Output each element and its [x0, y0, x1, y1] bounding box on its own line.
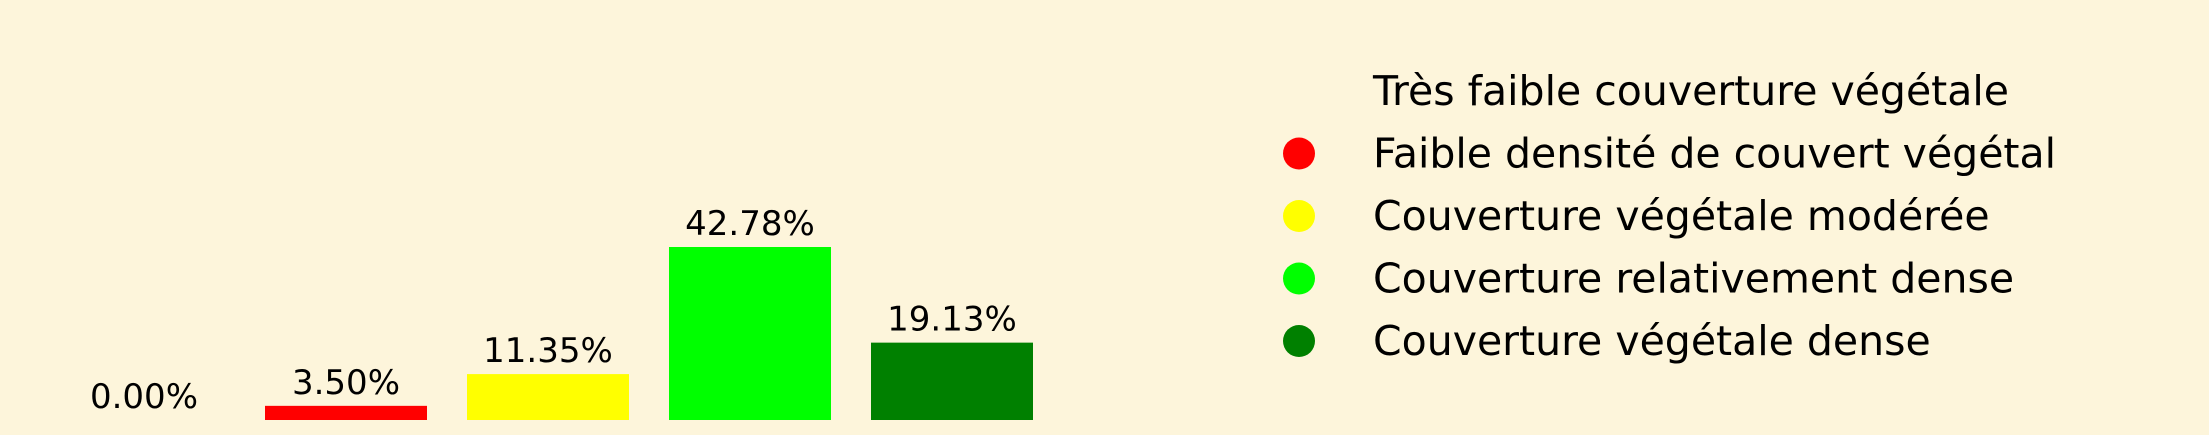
legend-marker-5: [1283, 325, 1315, 357]
legend-label-2: Faible densité de couvert végétal: [1373, 130, 2056, 178]
bars-group: [265, 247, 1033, 420]
legend-marker-3: [1283, 200, 1315, 232]
legend-marker-2: [1283, 137, 1315, 170]
bar-value-label-2: 3.50%: [292, 363, 400, 403]
legend: Très faible couverture végétale Faible de…: [1283, 67, 2056, 365]
bar-5: [871, 342, 1033, 420]
bar-value-label-1: 0.00%: [90, 377, 198, 417]
bar-value-label-3: 11.35%: [483, 331, 613, 371]
bar-2: [265, 405, 427, 420]
bar-value-label-4: 42.78%: [685, 204, 815, 244]
legend-marker-1: [1283, 75, 1315, 107]
bar-3: [467, 374, 629, 420]
legend-label-4: Couverture relativement dense: [1373, 255, 2014, 303]
legend-marker-4: [1283, 262, 1315, 295]
legend-label-1: Très faible couverture végétale: [1372, 67, 2009, 115]
legend-label-3: Couverture végétale modérée: [1373, 192, 1990, 240]
bar-value-label-5: 19.13%: [887, 300, 1017, 340]
bar-4: [669, 247, 831, 420]
legend-label-5: Couverture végétale dense: [1373, 317, 1931, 365]
value-labels-group: 0.00% 3.50% 11.35% 42.78% 19.13%: [90, 204, 1017, 417]
